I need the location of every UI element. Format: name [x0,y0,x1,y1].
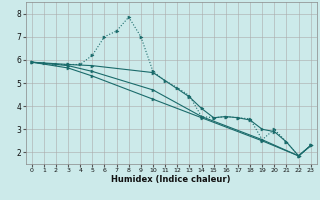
X-axis label: Humidex (Indice chaleur): Humidex (Indice chaleur) [111,175,231,184]
